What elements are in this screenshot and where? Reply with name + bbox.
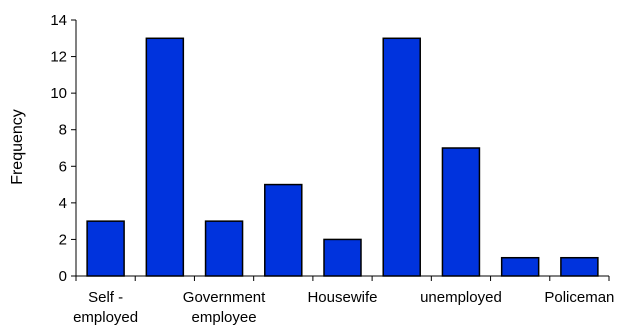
bars-layer — [86, 37, 599, 277]
x-category-label-line1: Housewife — [307, 289, 377, 306]
x-category-label-line1: unemployed — [420, 289, 502, 306]
y-tick-label: 2 — [59, 231, 67, 248]
x-category-label: Self - employed — [73, 289, 138, 326]
bar — [382, 37, 421, 277]
axes-layer — [75, 20, 610, 281]
bar — [441, 147, 481, 277]
y-tick-layer: 0 2 4 6 8 10 12 14 — [50, 12, 76, 285]
y-tick-label: 12 — [50, 49, 67, 66]
y-tick-label: 6 — [59, 158, 67, 175]
y-tick-label: 0 — [59, 268, 67, 285]
x-category-label: Government employee — [183, 289, 266, 326]
x-category-label-line2: employed — [73, 309, 138, 326]
x-category-label-line1: Government — [183, 289, 266, 306]
x-category-label-line1: Self - — [88, 289, 123, 306]
y-tick-label: 8 — [59, 122, 67, 139]
category-label-layer: Self - employed Government employee Housewif… — [73, 289, 614, 326]
y-tick-label: 4 — [59, 195, 67, 212]
bar — [560, 256, 599, 277]
y-axis-title-group: Frequency — [9, 109, 26, 185]
x-category-label-line2: employee — [192, 309, 257, 326]
bar — [323, 238, 362, 277]
bar — [86, 220, 125, 277]
y-axis-title: Frequency — [9, 109, 26, 185]
y-tick-label: 14 — [50, 12, 67, 29]
bar — [500, 256, 540, 277]
bar — [204, 220, 244, 277]
bar — [264, 183, 303, 277]
x-category-label: unemployed — [420, 289, 502, 306]
x-category-label-line1: Policeman — [544, 289, 614, 306]
x-category-label: Policeman — [544, 289, 614, 306]
y-tick-label: 10 — [50, 85, 67, 102]
bar — [145, 37, 185, 277]
x-category-label: Housewife — [307, 289, 377, 306]
